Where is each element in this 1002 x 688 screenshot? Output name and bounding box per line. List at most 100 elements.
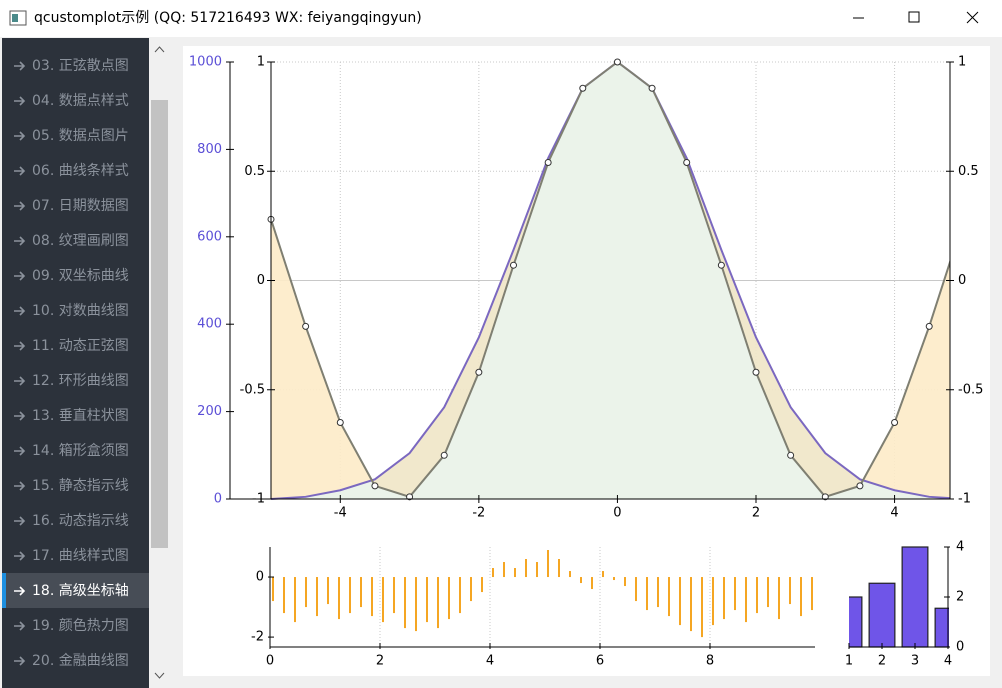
sidebar-arrow (14, 166, 26, 176)
bar (635, 577, 637, 602)
title-bar (0, 0, 1002, 37)
sidebar-item[interactable]: 07. 日期数据图 (32, 198, 129, 214)
bar (437, 577, 439, 629)
sidebar-active-marker (2, 573, 6, 608)
sidebar-arrow (14, 516, 26, 526)
data-point (475, 368, 483, 376)
bar (382, 577, 384, 623)
bar (800, 577, 802, 617)
bar (525, 559, 527, 578)
sidebar-item[interactable]: 15. 静态指示线 (32, 478, 129, 494)
sidebar-arrow (14, 586, 26, 596)
bar (459, 577, 461, 614)
sidebar-item[interactable]: 13. 垂直柱状图 (32, 407, 129, 424)
y-tick-label-right: -0.5 (958, 382, 983, 397)
data-point (648, 84, 656, 92)
x-tick-label: 0 (266, 654, 274, 669)
bar (734, 577, 736, 611)
sidebar-arrow (14, 481, 26, 491)
data-point (752, 368, 760, 376)
bar (701, 577, 703, 638)
sidebar-arrow (14, 306, 26, 316)
bar (404, 577, 406, 629)
sidebar-arrow (14, 621, 26, 631)
y-tick-label: -2 (251, 630, 264, 645)
bar (646, 577, 648, 611)
x-tick-label: 2 (878, 654, 886, 669)
data-point (336, 419, 344, 427)
y-tick-label: 1 (257, 55, 265, 70)
x-tick-label: 6 (596, 654, 604, 669)
data-point (717, 261, 725, 269)
sidebar-item[interactable]: 11. 动态正弦图 (32, 338, 129, 354)
y-tick-label: 0 (257, 273, 265, 288)
data-point (579, 84, 587, 92)
data-point (371, 482, 379, 490)
y-tick-label-right: 0 (958, 273, 966, 288)
bar (668, 577, 670, 617)
bar (602, 571, 604, 578)
y2-tick-label: 400 (197, 317, 222, 332)
bar (569, 571, 571, 578)
bar (580, 577, 582, 584)
sidebar-arrow (14, 656, 26, 666)
scrollbar-thumb[interactable] (151, 100, 168, 548)
y-tick-label: 0 (256, 570, 264, 585)
bar (283, 577, 285, 614)
x-tick-label: 8 (706, 654, 714, 669)
y-tick-label: -0.5 (240, 382, 265, 397)
sidebar-active-bg (2, 573, 149, 608)
sidebar-arrow (14, 376, 26, 386)
bar (712, 577, 714, 626)
x-tick-label: 4 (944, 654, 952, 669)
y-tick-label: -1 (252, 492, 265, 507)
bar (723, 577, 725, 620)
sidebar-item[interactable]: 08. 纹理画刷图 (32, 233, 129, 249)
sidebar-arrow (14, 236, 26, 246)
x-tick-label: -4 (334, 506, 347, 521)
sidebar-item[interactable]: 12. 环形曲线图 (32, 373, 129, 389)
data-point (510, 261, 517, 269)
sidebar-item[interactable]: 05. 数据点图片 (32, 128, 129, 144)
sidebar-arrow (14, 411, 26, 421)
data-point (302, 322, 310, 330)
sidebar-item[interactable]: 20. 金融曲线图 (32, 653, 129, 669)
sidebar-item[interactable]: 18. 高级坐标轴 (32, 582, 129, 599)
y-tick-label: 0 (956, 640, 964, 655)
data-point (406, 493, 414, 501)
sidebar-item[interactable]: 16. 动态指示线 (32, 513, 129, 529)
data-point (787, 451, 795, 459)
data-point (891, 419, 899, 427)
scroll-arrows[interactable] (154, 46, 165, 679)
sidebar-arrow (14, 271, 26, 281)
y2-tick-label: 600 (197, 229, 222, 244)
sidebar-item[interactable]: 19. 颜色热力图 (32, 617, 129, 634)
close-button[interactable] (966, 11, 979, 24)
bar (591, 577, 593, 590)
data-point (683, 159, 691, 167)
bar (327, 577, 329, 605)
area-fill (271, 62, 950, 499)
sidebar-item[interactable]: 10. 对数曲线图 (32, 303, 129, 319)
sidebar-item[interactable]: 04. 数据点样式 (32, 93, 129, 109)
maximize-button[interactable] (908, 11, 920, 23)
bar (547, 550, 549, 578)
sidebar-item[interactable]: 17. 曲线样式图 (32, 548, 129, 564)
bar (426, 577, 428, 623)
y-tick-label-right: 1 (958, 55, 966, 70)
sidebar-item[interactable]: 06. 曲线条样式 (32, 162, 129, 179)
bar (868, 582, 896, 648)
bar (371, 577, 373, 617)
x-tick-label: 3 (911, 654, 919, 669)
data-point (856, 482, 864, 490)
bar (657, 577, 659, 608)
app-icon (9, 10, 27, 26)
x-tick-label: 4 (890, 506, 898, 521)
sidebar-item[interactable]: 09. 双坐标曲线 (32, 268, 129, 284)
data-point (544, 159, 552, 167)
sidebar-arrow (14, 96, 26, 106)
sidebar-item[interactable]: 14. 箱形盒须图 (32, 442, 129, 459)
sidebar-item[interactable]: 03. 正弦散点图 (32, 58, 129, 74)
sidebar-arrow (14, 201, 26, 211)
